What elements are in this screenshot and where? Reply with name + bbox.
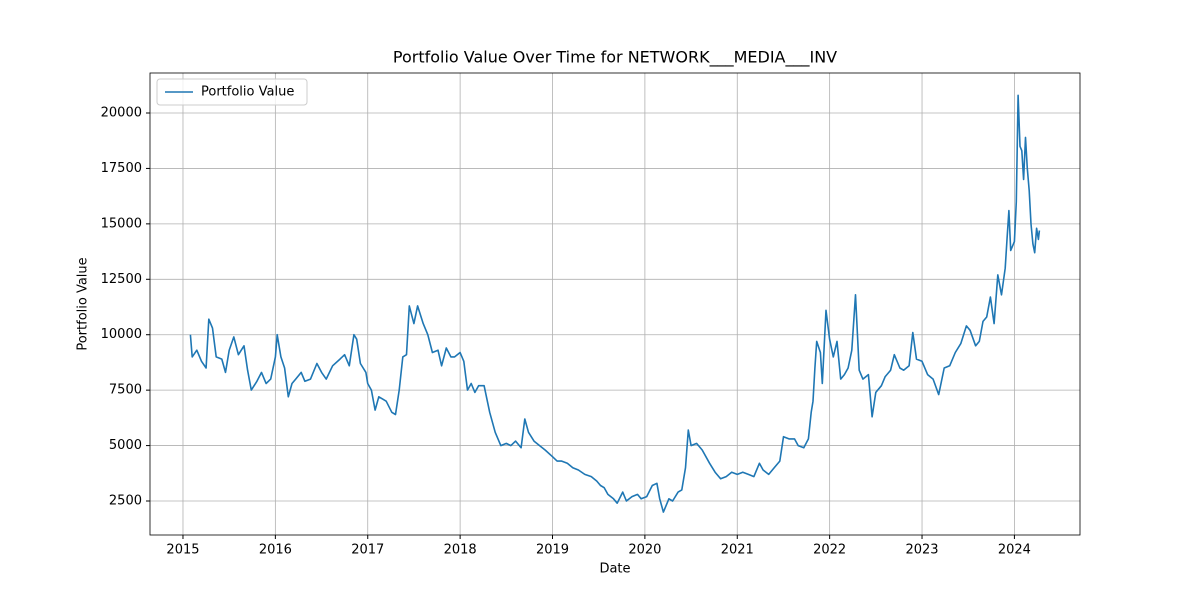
x-tick-label: 2022	[813, 543, 846, 558]
y-tick-label: 12500	[101, 272, 142, 287]
x-tick-label: 2015	[166, 543, 199, 558]
chart-title: Portfolio Value Over Time for NETWORK___…	[393, 48, 837, 68]
y-tick-label: 2500	[109, 494, 142, 509]
plot-frame	[149, 72, 1081, 536]
y-tick-label: 10000	[101, 327, 142, 342]
x-tick-label: 2023	[905, 543, 938, 558]
x-tick-label: 2017	[351, 543, 384, 558]
y-tick-label: 5000	[109, 438, 142, 453]
x-tick-label: 2016	[259, 543, 292, 558]
legend-label: Portfolio Value	[201, 85, 294, 100]
x-tick-label: 2020	[628, 543, 661, 558]
y-tick-label: 17500	[101, 161, 142, 176]
legend-box	[156, 78, 308, 106]
y-tick-label: 20000	[101, 105, 142, 120]
x-axis-label: Date	[599, 562, 630, 577]
x-tick-label: 2021	[721, 543, 754, 558]
x-tick-label: 2019	[536, 543, 569, 558]
y-axis-label: Portfolio Value	[76, 257, 91, 350]
y-tick-label: 7500	[109, 383, 142, 398]
line-series	[189, 94, 1041, 513]
x-tick-label: 2024	[998, 543, 1031, 558]
y-tick-label: 15000	[101, 216, 142, 231]
x-tick-label: 2018	[444, 543, 477, 558]
